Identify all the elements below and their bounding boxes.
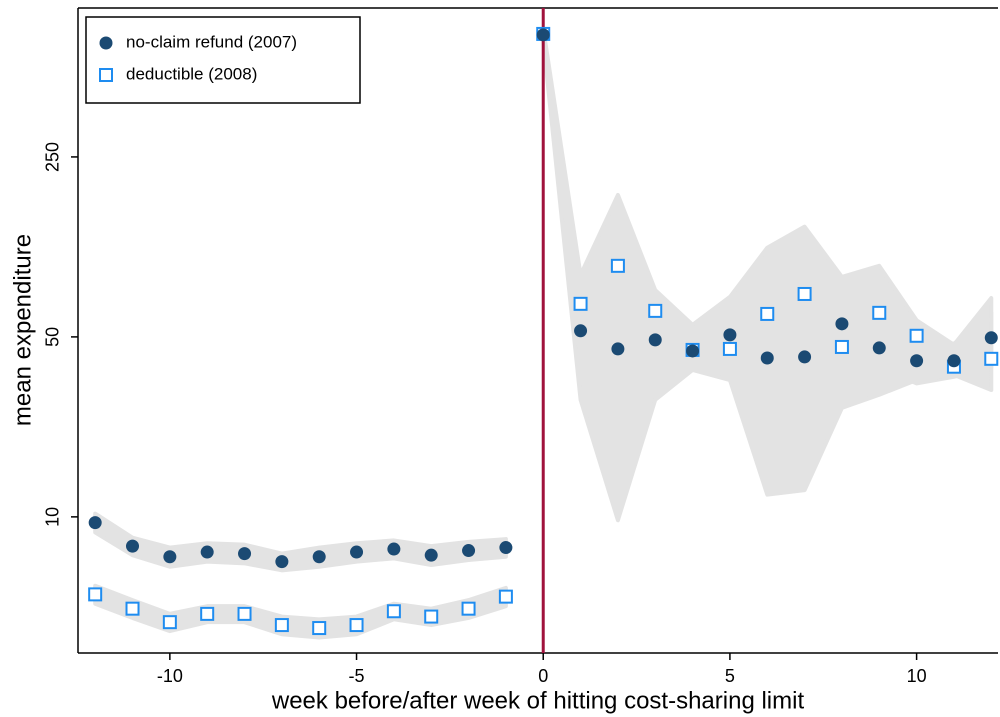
- x-tick-label: 0: [538, 666, 548, 686]
- x-tick-label: -10: [157, 666, 183, 686]
- data-point: [760, 351, 774, 365]
- data-point: [499, 541, 513, 555]
- data-point: [350, 545, 364, 559]
- legend-box: [85, 16, 361, 104]
- data-point: [163, 550, 177, 564]
- data-point: [947, 354, 961, 368]
- data-point: [910, 354, 924, 368]
- data-point: [162, 615, 177, 630]
- data-point: [536, 28, 550, 42]
- confidence-band: [93, 511, 508, 573]
- data-point: [648, 303, 663, 318]
- data-point: [126, 539, 140, 553]
- x-tick-label: -5: [349, 666, 365, 686]
- data-point: [573, 296, 588, 311]
- data-point: [88, 587, 103, 602]
- x-tick-label: 10: [907, 666, 927, 686]
- data-point: [574, 324, 588, 338]
- confidence-band: [541, 26, 994, 523]
- legend-label: deductible (2008): [126, 64, 257, 83]
- data-point: [200, 545, 214, 559]
- data-point: [798, 350, 812, 364]
- data-point: [498, 589, 513, 604]
- data-point: [200, 606, 215, 621]
- data-point: [723, 328, 737, 342]
- x-tick-label: 5: [725, 666, 735, 686]
- confidence-band: [93, 583, 508, 640]
- data-point: [386, 604, 401, 619]
- data-point: [984, 351, 999, 366]
- data-point: [984, 331, 998, 345]
- data-point: [424, 548, 438, 562]
- data-point: [722, 341, 737, 356]
- data-point: [461, 601, 476, 616]
- data-point: [238, 547, 252, 561]
- legend-label: no-claim refund (2007): [126, 32, 297, 51]
- data-point: [686, 344, 700, 358]
- data-point: [88, 516, 102, 530]
- data-point: [424, 609, 439, 624]
- data-point: [834, 339, 849, 354]
- data-point: [387, 542, 401, 556]
- data-point: [274, 618, 289, 633]
- data-point: [312, 621, 327, 636]
- data-point: [125, 601, 140, 616]
- data-point: [909, 328, 924, 343]
- y-tick-label: 50: [43, 327, 63, 347]
- data-point: [312, 550, 326, 564]
- data-point: [610, 258, 625, 273]
- y-tick-label: 250: [43, 142, 63, 172]
- data-point: [349, 618, 364, 633]
- y-tick-label: 10: [43, 507, 63, 527]
- data-point: [760, 306, 775, 321]
- data-point: [872, 341, 886, 355]
- data-point: [797, 286, 812, 301]
- data-point: [611, 342, 625, 356]
- data-point: [275, 555, 289, 569]
- legend-marker: [99, 68, 113, 82]
- data-point: [835, 317, 849, 331]
- legend-marker: [99, 36, 113, 50]
- data-point: [872, 305, 887, 320]
- data-point: [237, 606, 252, 621]
- x-axis-title: week before/after week of hitting cost-s…: [271, 687, 805, 714]
- y-axis-title: mean expenditure: [9, 234, 36, 426]
- data-point: [462, 544, 476, 558]
- data-point: [648, 333, 662, 347]
